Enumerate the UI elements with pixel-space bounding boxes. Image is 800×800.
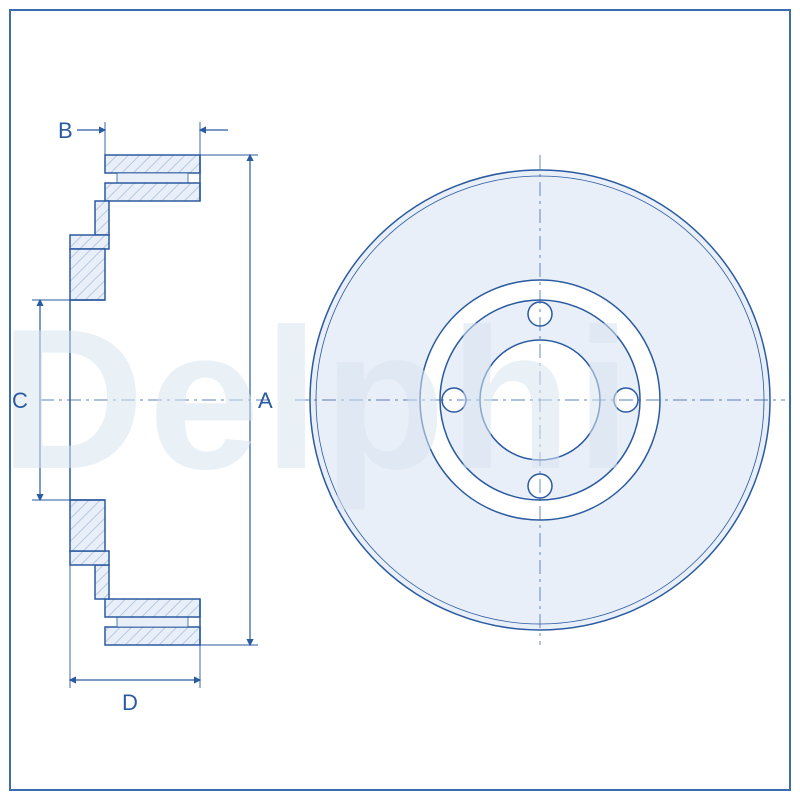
diagram-stage: Delphi A B C D [0,0,800,800]
diagram-svg [0,0,800,800]
side-view [40,155,270,645]
dim-label-C: C [12,388,28,414]
dim-label-A: A [258,388,273,414]
dim-label-D: D [122,690,138,716]
dim-label-B: B [58,118,73,144]
face-view [295,155,785,645]
